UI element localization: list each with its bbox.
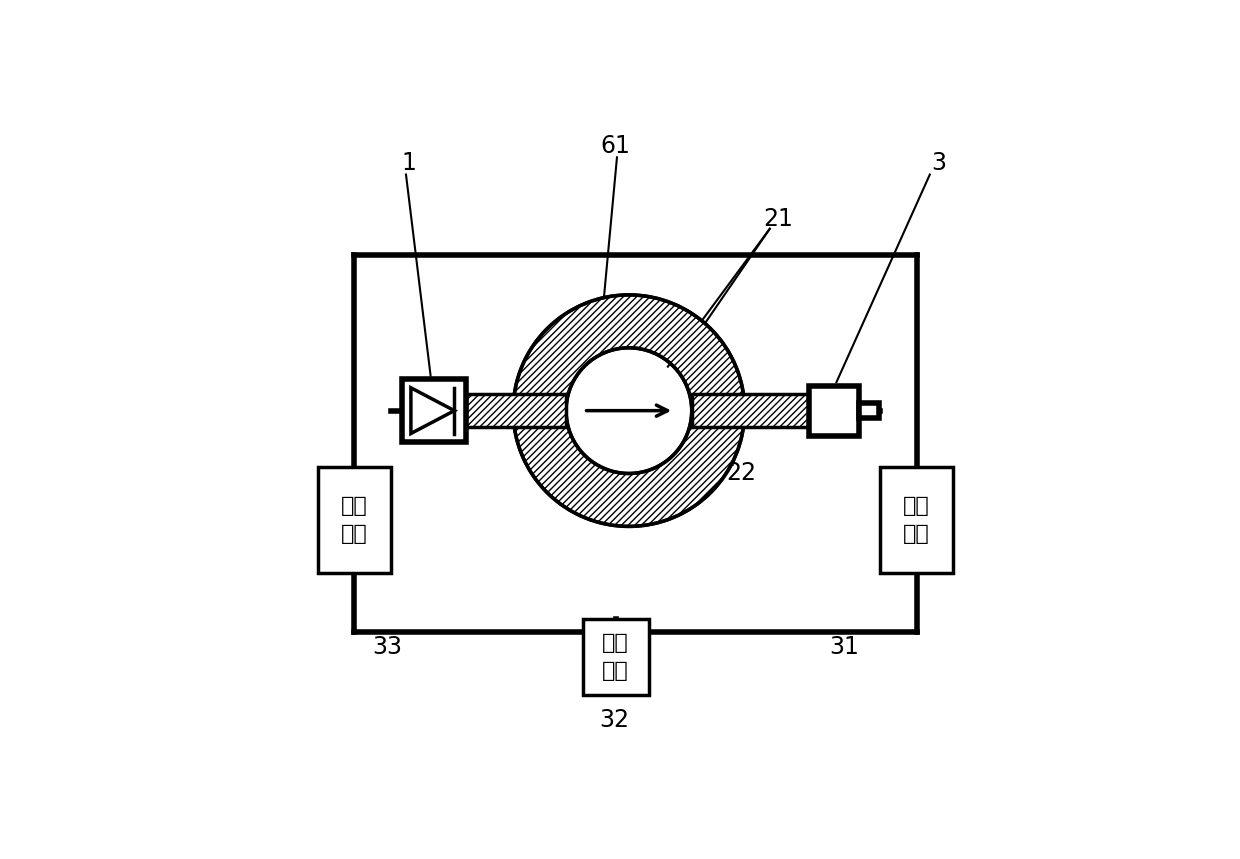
Bar <box>859 404 879 418</box>
Text: 21: 21 <box>763 207 792 231</box>
Bar <box>402 379 465 442</box>
Text: 31: 31 <box>828 635 859 659</box>
Bar <box>692 394 808 427</box>
Bar <box>583 619 649 695</box>
Text: 33: 33 <box>372 635 403 659</box>
Text: 32: 32 <box>599 708 630 732</box>
Text: 1: 1 <box>402 150 417 174</box>
Bar <box>880 467 954 573</box>
Polygon shape <box>410 387 454 434</box>
Polygon shape <box>513 295 745 527</box>
Text: 22: 22 <box>727 461 756 485</box>
Text: 信号
处理: 信号 处理 <box>603 633 629 681</box>
Text: 激光
控制: 激光 控制 <box>341 496 368 544</box>
Text: 61: 61 <box>600 134 631 158</box>
Text: 数据
采集: 数据 采集 <box>903 496 930 544</box>
Bar <box>808 386 859 436</box>
Bar <box>465 394 565 427</box>
Bar <box>317 467 391 573</box>
Text: 3: 3 <box>931 150 946 174</box>
